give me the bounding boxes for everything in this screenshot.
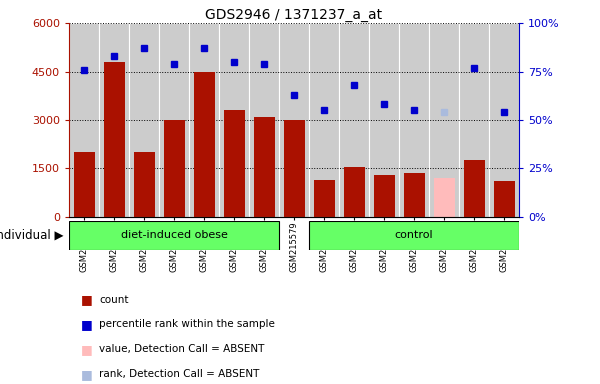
Bar	[159, 23, 189, 217]
Bar	[369, 23, 399, 217]
Bar	[459, 23, 489, 217]
Bar	[133, 152, 155, 217]
Text: rank, Detection Call = ABSENT: rank, Detection Call = ABSENT	[99, 369, 259, 379]
Bar	[104, 62, 125, 217]
Text: ■: ■	[81, 318, 93, 331]
Bar	[74, 152, 95, 217]
Bar	[249, 23, 279, 217]
Bar	[69, 221, 279, 250]
Bar	[404, 173, 425, 217]
Bar	[433, 178, 455, 217]
Text: percentile rank within the sample: percentile rank within the sample	[99, 319, 275, 329]
Bar	[429, 23, 459, 217]
Bar	[69, 23, 99, 217]
Text: ■: ■	[81, 368, 93, 381]
Bar	[343, 167, 365, 217]
Title: GDS2946 / 1371237_a_at: GDS2946 / 1371237_a_at	[205, 8, 383, 22]
Bar	[314, 180, 335, 217]
Text: diet-induced obese: diet-induced obese	[121, 230, 227, 240]
Bar	[373, 175, 395, 217]
Bar	[489, 23, 519, 217]
Bar	[399, 23, 429, 217]
Text: count: count	[99, 295, 128, 305]
Text: ■: ■	[81, 293, 93, 306]
Text: control: control	[395, 230, 433, 240]
Bar	[464, 161, 485, 217]
Bar	[284, 120, 305, 217]
Bar	[339, 23, 369, 217]
Bar	[254, 117, 275, 217]
Bar	[309, 23, 339, 217]
Text: value, Detection Call = ABSENT: value, Detection Call = ABSENT	[99, 344, 265, 354]
Bar	[309, 221, 519, 250]
Bar	[223, 110, 245, 217]
Bar	[189, 23, 219, 217]
Text: individual ▶: individual ▶	[0, 229, 63, 242]
Bar	[193, 71, 215, 217]
Bar	[279, 23, 309, 217]
Bar	[99, 23, 129, 217]
Bar	[493, 181, 515, 217]
Bar	[129, 23, 159, 217]
Bar	[219, 23, 249, 217]
Text: ■: ■	[81, 343, 93, 356]
Bar	[163, 120, 185, 217]
